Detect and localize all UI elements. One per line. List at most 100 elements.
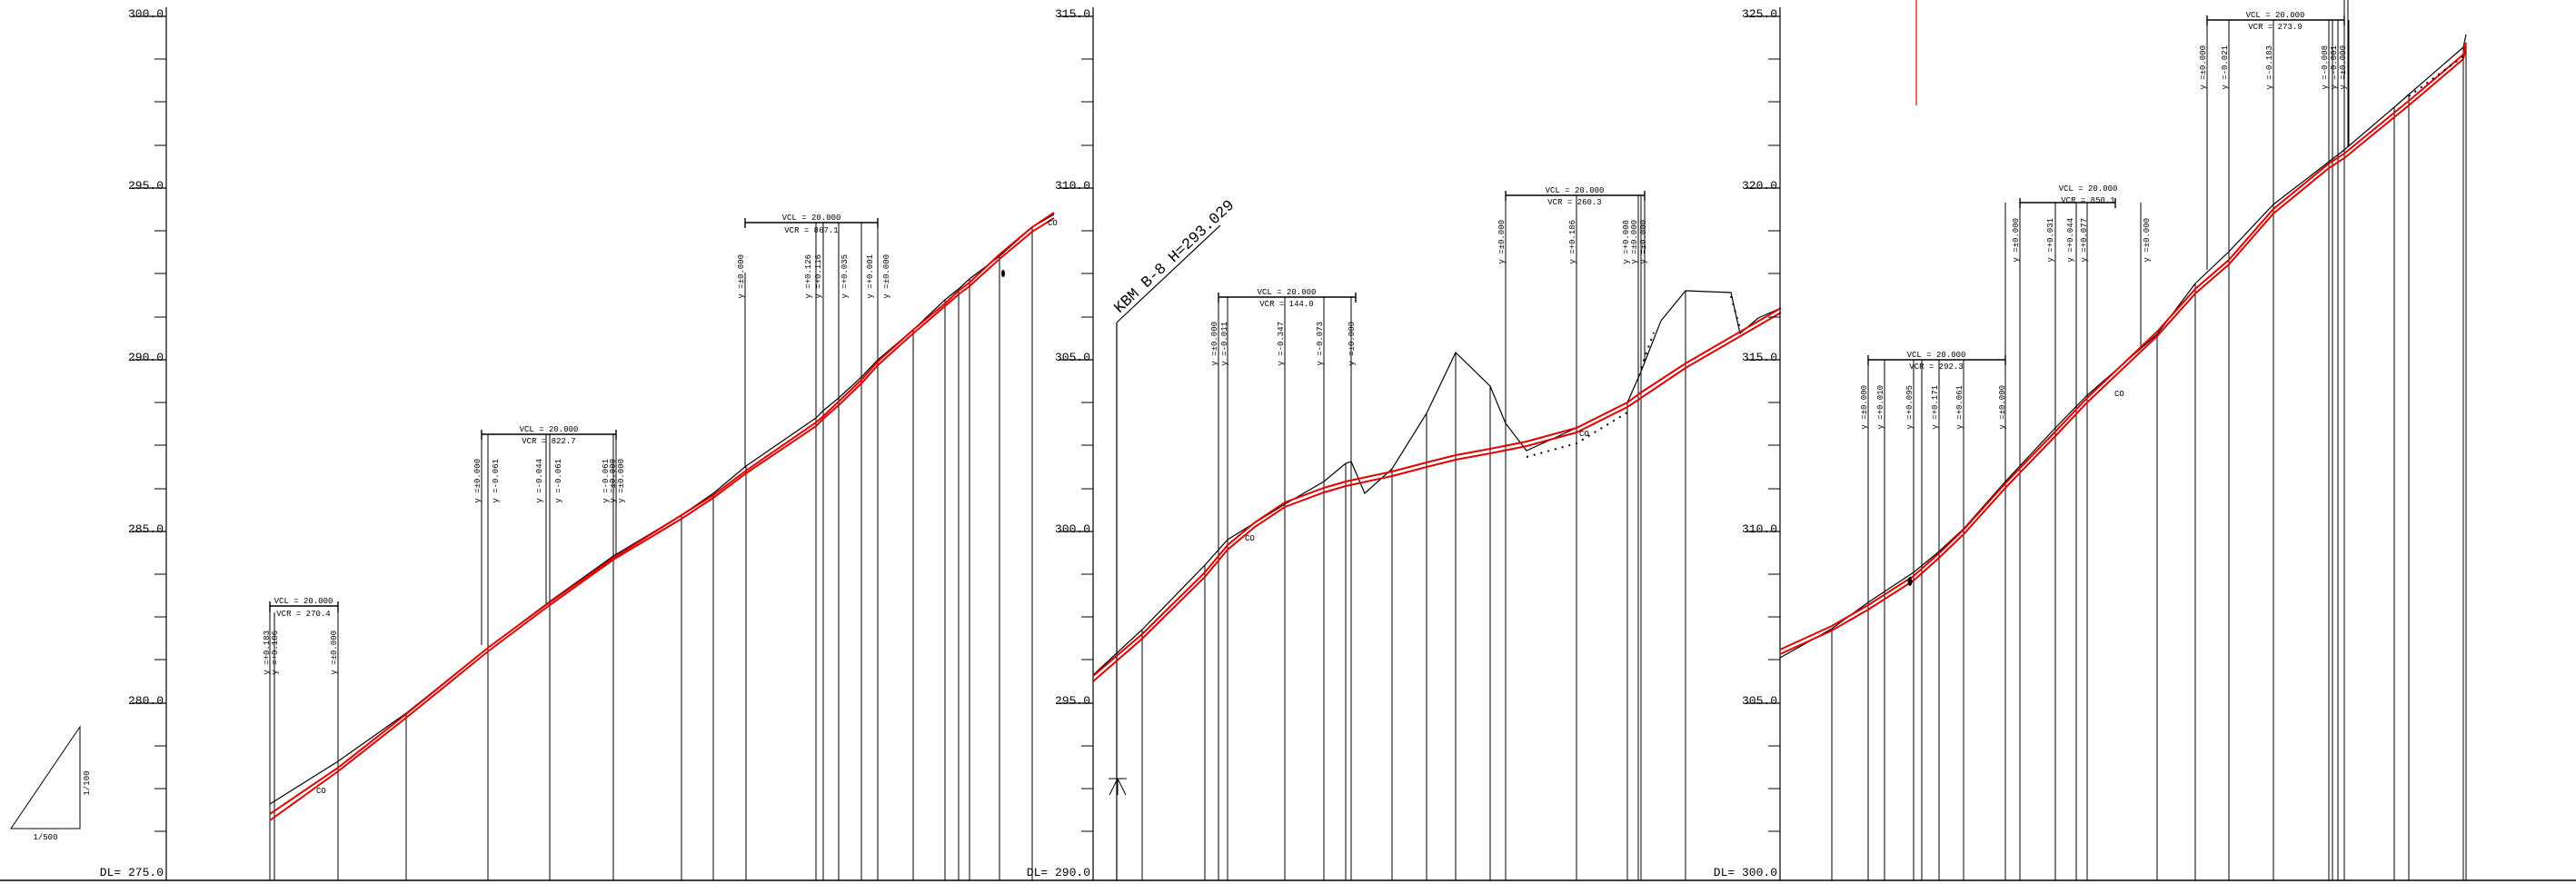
benchmark-symbol [1109,778,1127,796]
ordinate-label: y =±0.000 [737,254,746,299]
axis-major-ticks [132,15,166,704]
control-point-marker: CO [1048,219,1058,228]
profile-panel-3: 325.0 320.0 315.0 310.0 305.0 DL= 300.0 [1714,0,2467,880]
ordinate-label: y =-0.061 [492,459,501,503]
station-lines [269,227,1033,880]
ground-line [269,214,1055,805]
ordinate-labels: y =+0.183 y =+0.186 y =±0.000 y =±0.000 … [263,254,891,675]
vcr-label: VCR = 260.3 [1547,198,1601,207]
vcr-label: VCR = 850.1 [2061,196,2114,205]
scale-vertical-label: 1/100 [83,770,92,795]
tick-label: 310.0 [1055,179,1090,193]
ordinate-label: y =+0.044 [2066,218,2075,263]
tick-label: 295.0 [128,179,164,193]
ordinate-label: y =±0.000 [1630,220,1639,264]
tick-label: 305.0 [1742,694,1777,708]
tick-label: 305.0 [1055,351,1090,364]
ordinate-label: y =±0.000 [1497,220,1507,264]
ordinate-label: y =+0.116 [814,254,823,299]
datum-label: DL= 275.0 [100,866,164,879]
design-grade-line [269,217,1055,821]
scale-triangle: 1/100 1/500 [10,725,92,842]
ordinate-label: y =±0.000 [473,459,482,503]
vcr-label: VCR = 270.4 [276,610,330,619]
vcl-label: VCL = 20.000 [520,425,579,434]
ordinate-label: y =±0.000 [2339,45,2348,90]
ordinate-label: y =±0.000 [2012,218,2021,263]
axis-minor-ticks [1081,15,1093,832]
datum-label: DL= 300.0 [1714,866,1777,879]
vcl-label: VCL = 20.000 [2059,184,2118,194]
tick-label: 325.0 [1742,7,1777,21]
vcl-label: VCL = 20.000 [782,214,841,223]
control-point-marker: CO [2114,390,2124,399]
datum-label: DL= 290.0 [1027,866,1090,879]
ordinate-label: y =+0.008 [1622,220,1631,264]
profile-panel-1: 300.0 295.0 290.0 285.0 280.0 DL= 275.0 [100,7,1058,880]
dimension-leader-lines [1218,195,1646,548]
vcl-label: VCL = 20.000 [1907,351,1966,360]
control-point-marker: CO [316,787,326,796]
tick-label: 300.0 [128,7,164,21]
vcl-label: VCL = 20.000 [2246,11,2305,20]
profile-panel-2: 315.0 310.0 305.0 300.0 295.0 DL= 290.0 … [1027,7,1782,880]
cut-section-dots [1526,295,1741,458]
ordinate-label: y =±0.000 [1998,385,2007,430]
ordinate-label: y =-0.061 [554,459,563,503]
ordinate-label: y =±0.000 [2199,45,2208,90]
survey-point [1001,270,1005,277]
ordinate-label: y =+0.186 [271,631,280,675]
ordinate-label: y =±0.000 [882,254,891,299]
vcr-label: VCR = 867.1 [784,226,838,235]
vertical-curve-brackets [269,218,879,612]
ordinate-label: y =±0.000 [617,459,626,503]
ordinate-label: y =+0.010 [1876,385,1885,430]
ordinate-label: y =+0.031 [2046,218,2055,263]
benchmark-label: KBM B-8 H=293.029 [1111,197,1238,317]
vcr-label: VCR = 273.9 [2248,23,2302,32]
vcr-label: VCR = 144.0 [1259,300,1313,309]
ordinate-label: y =±0.000 [330,631,339,675]
tick-label: 285.0 [128,522,164,536]
design-grade-line [1092,307,1782,677]
control-point-marker: CO [1579,430,1589,439]
benchmark-leader [1116,224,1221,323]
design-grade-line [1779,42,2467,651]
vcl-label: VCL = 20.000 [1546,186,1605,195]
design-grade-line [1092,312,1782,682]
ordinate-label: y =-0.073 [1316,322,1325,366]
design-grade-line [269,212,1055,815]
vcr-label: VCR = 822.7 [522,437,575,446]
ordinate-label: y =+0.171 [1931,385,1940,430]
tick-label: 295.0 [1055,694,1090,708]
ordinate-label: y =±0.000 [1639,220,1648,264]
ordinate-labels: y =±0.000 y =-0.011 y =-0.347 y =-0.073 … [1210,220,1648,366]
axis-minor-ticks [154,15,166,832]
tick-label: 280.0 [128,694,164,708]
ordinate-label: y =+0.095 [1905,385,1915,430]
ordinate-label: y =+0.061 [1955,385,1964,430]
tick-label: 315.0 [1055,7,1090,21]
ordinate-label: y =+0.126 [804,254,813,299]
vcr-label: VCR = 292.3 [1909,363,1963,372]
ordinate-label: y =-0.011 [1220,322,1229,366]
dimension-leader-lines [269,223,879,804]
vcl-label: VCL = 20.000 [1258,288,1317,297]
ordinate-label: y =-0.061 [602,459,611,503]
ordinate-label: y =±0.000 [1860,385,1869,430]
station-lines [1141,291,1686,880]
ordinate-label: y =-0.347 [1277,322,1286,366]
ground-line [1779,34,2467,659]
ordinate-label: y =±0.000 [609,459,618,503]
scale-horizontal-label: 1/500 [33,833,57,842]
axis-major-ticks [1746,15,1780,704]
tick-label: 320.0 [1742,179,1777,193]
survey-point [1907,577,1913,586]
ordinate-label: y =+0.001 [866,254,875,299]
vertical-curve-brackets [1867,15,2345,365]
ordinate-label: y =+0.077 [2080,218,2089,263]
control-point-marker: CO [1245,534,1255,543]
ordinate-label: y =+0.183 [263,631,272,675]
axis-minor-ticks [1768,15,1780,832]
